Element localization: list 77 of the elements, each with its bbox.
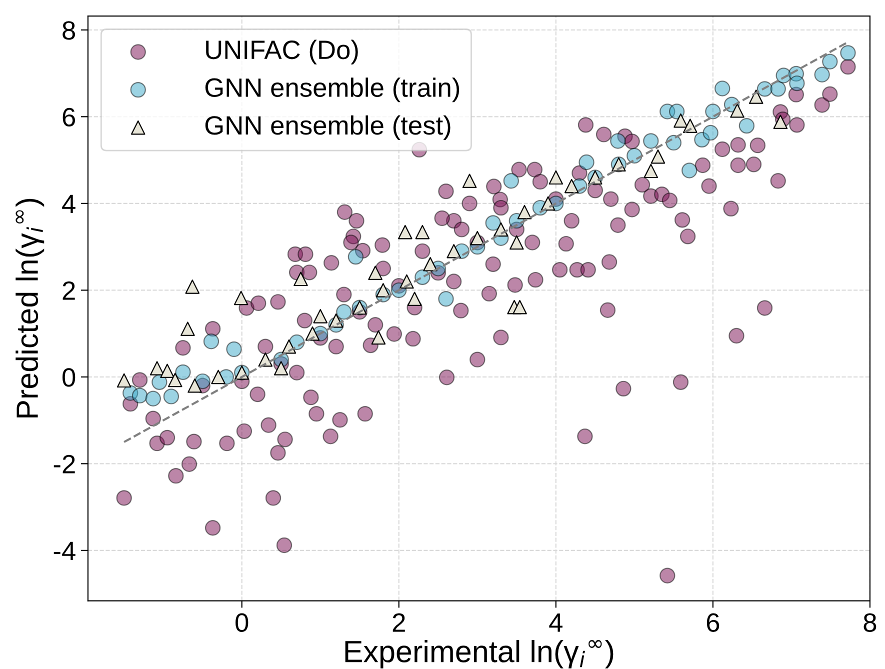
- point: [368, 266, 382, 280]
- point: [415, 224, 430, 240]
- x-tick-label: 8: [864, 613, 876, 632]
- y-tick-label: 2: [62, 281, 75, 300]
- point: [644, 164, 658, 178]
- point: [643, 133, 659, 149]
- point: [822, 54, 838, 70]
- point: [168, 372, 182, 388]
- point: [274, 361, 288, 376]
- point: [650, 149, 666, 164]
- point: [510, 235, 524, 250]
- point: [226, 341, 242, 358]
- y-tick-label: 6: [62, 108, 76, 127]
- point: [470, 230, 485, 246]
- point: [548, 170, 564, 185]
- point: [682, 162, 698, 178]
- point: [348, 248, 364, 265]
- point: [578, 154, 594, 170]
- x-tick-label: 0: [236, 613, 248, 632]
- point: [336, 304, 352, 320]
- point: [770, 81, 786, 97]
- point: [840, 45, 856, 61]
- y-tick-label: 4: [62, 194, 76, 213]
- point: [714, 80, 730, 96]
- x-tick-label: 2: [392, 613, 405, 632]
- point: [423, 257, 438, 272]
- point: [738, 118, 755, 134]
- point: [398, 224, 412, 240]
- point: [152, 374, 168, 390]
- point: [668, 104, 685, 120]
- legend-label: UNIFAC (Do): [206, 40, 358, 64]
- point: [211, 370, 226, 384]
- point: [163, 388, 180, 404]
- point: [789, 75, 805, 92]
- point: [132, 388, 148, 404]
- point: [234, 290, 248, 306]
- point: [116, 373, 132, 388]
- point: [175, 364, 191, 380]
- point: [188, 378, 202, 393]
- point: [462, 174, 477, 188]
- point: [564, 178, 579, 194]
- point: [705, 104, 721, 120]
- point: [376, 283, 390, 298]
- y-axis-title: Predicted ln(γ$_{i}$$^{∞}$): [16, 198, 44, 418]
- point: [150, 361, 164, 376]
- point: [294, 272, 308, 286]
- point: [438, 291, 454, 307]
- point: [748, 90, 764, 104]
- point: [407, 292, 422, 306]
- legend-label: GNN ensemble (train): [205, 78, 460, 102]
- point: [814, 66, 830, 82]
- y-tick-label: -4: [54, 542, 76, 560]
- point: [313, 309, 328, 324]
- point: [185, 280, 200, 294]
- point: [702, 124, 718, 141]
- point: [485, 215, 501, 231]
- y-tick-label: 0: [62, 368, 76, 387]
- point: [610, 133, 626, 149]
- point: [194, 373, 210, 390]
- point: [371, 330, 386, 345]
- x-tick-label: 6: [706, 613, 720, 632]
- y-tick-label: 8: [62, 21, 76, 40]
- x-axis-title: Experimental ln(γ$_{i}$$^{∞}$): [345, 640, 614, 668]
- point: [674, 113, 688, 128]
- point: [446, 244, 461, 258]
- point: [730, 103, 744, 118]
- point: [512, 300, 527, 314]
- point: [503, 173, 519, 189]
- point: [773, 114, 788, 130]
- point: [517, 204, 532, 220]
- point: [180, 322, 195, 336]
- point: [203, 334, 220, 350]
- point: [160, 364, 174, 378]
- x-tick-label: 4: [549, 614, 562, 632]
- point: [145, 390, 161, 406]
- y-tick-label: -2: [54, 454, 75, 474]
- legend-label: GNN ensemble (test): [205, 115, 450, 140]
